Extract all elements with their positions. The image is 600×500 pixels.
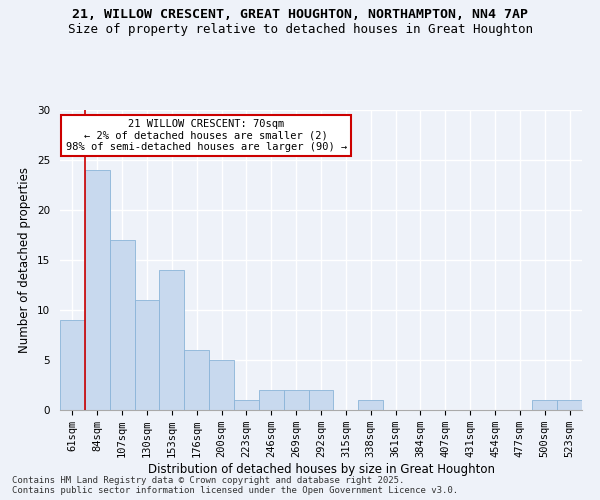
Text: Size of property relative to detached houses in Great Houghton: Size of property relative to detached ho… [67, 22, 533, 36]
Bar [85, 170, 110, 410]
Bar [358, 400, 383, 410]
Bar [209, 360, 234, 410]
Bar [160, 270, 184, 410]
Bar [184, 350, 209, 410]
Y-axis label: Number of detached properties: Number of detached properties [19, 167, 31, 353]
Bar [259, 390, 284, 410]
Bar [234, 400, 259, 410]
Bar [557, 400, 582, 410]
Text: 21, WILLOW CRESCENT, GREAT HOUGHTON, NORTHAMPTON, NN4 7AP: 21, WILLOW CRESCENT, GREAT HOUGHTON, NOR… [72, 8, 528, 20]
Bar [284, 390, 308, 410]
Text: 21 WILLOW CRESCENT: 70sqm
← 2% of detached houses are smaller (2)
98% of semi-de: 21 WILLOW CRESCENT: 70sqm ← 2% of detach… [65, 119, 347, 152]
X-axis label: Distribution of detached houses by size in Great Houghton: Distribution of detached houses by size … [148, 463, 494, 476]
Bar [532, 400, 557, 410]
Bar [308, 390, 334, 410]
Bar [110, 240, 134, 410]
Text: Contains HM Land Registry data © Crown copyright and database right 2025.
Contai: Contains HM Land Registry data © Crown c… [12, 476, 458, 495]
Bar [134, 300, 160, 410]
Bar [60, 320, 85, 410]
